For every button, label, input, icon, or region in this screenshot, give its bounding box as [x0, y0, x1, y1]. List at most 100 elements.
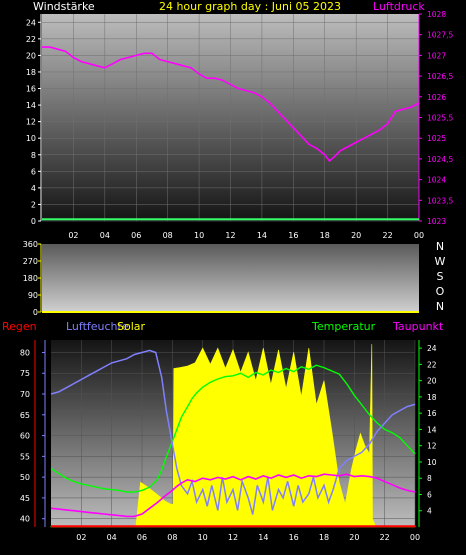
- pressure-line: [42, 46, 420, 163]
- wind-tick-label: 12: [26, 118, 36, 127]
- wind-tick-label: 6: [31, 167, 36, 176]
- direction-tick-label: 180: [23, 274, 38, 283]
- humidity-axis-ticks: 40 45 50 55 60 65 70 75 80: [20, 348, 45, 524]
- climate-time-axis-ticks: 02 04 06 08 10 12 14 16 18 20 22 00: [76, 533, 420, 542]
- solar-area: [50, 344, 416, 528]
- direction-axis-ticks: 0 90 180 270 360: [23, 240, 41, 317]
- temperature-tick-label: 18: [427, 393, 437, 402]
- time-tick-label: 16: [289, 533, 299, 542]
- humidity-tick-label: 60: [20, 432, 30, 441]
- humidity-tick-label: 40: [20, 515, 30, 524]
- wind-tick-label: 0: [31, 217, 36, 226]
- time-tick-label: 20: [349, 533, 359, 542]
- panel-wind-direction-bg: [42, 244, 419, 312]
- time-tick-label: 00: [414, 231, 424, 240]
- pressure-tick-label: 1025,5: [427, 114, 453, 123]
- time-tick-label: 02: [76, 533, 86, 542]
- wind-tick-label: 14: [26, 101, 36, 110]
- temperature-tick-label: 16: [427, 409, 437, 418]
- legend-rain: Regen: [2, 320, 37, 333]
- direction-tick-label: 270: [23, 257, 38, 266]
- humidity-tick-label: 65: [20, 411, 30, 420]
- wind-tick-label: 24: [26, 18, 36, 27]
- legend-solar: Solar: [117, 320, 146, 333]
- humidity-tick-label: 80: [20, 348, 30, 357]
- time-tick-label: 08: [163, 231, 173, 240]
- time-tick-label: 14: [258, 533, 268, 542]
- time-tick-label: 12: [225, 231, 235, 240]
- time-tick-label: 06: [131, 231, 141, 240]
- pressure-tick-label: 1023,5: [427, 196, 453, 205]
- wind-tick-label: 4: [31, 184, 36, 193]
- temperature-tick-label: 6: [427, 490, 432, 499]
- panel-wind-pressure-grid: [42, 14, 420, 222]
- time-tick-label: 06: [137, 533, 147, 542]
- pressure-tick-label: 1024,5: [427, 155, 453, 164]
- wind-axis-header: Windstärke: [33, 0, 95, 13]
- compass-label: N: [436, 240, 444, 253]
- compass-label: N: [436, 300, 444, 313]
- chart-title: 24 hour graph day : Juni 05 2023: [159, 0, 341, 13]
- pressure-tick-label: 1028: [427, 10, 446, 19]
- wind-tick-label: 8: [31, 151, 36, 160]
- time-tick-label: 20: [351, 231, 361, 240]
- pressure-axis-header: Luftdruck: [373, 0, 425, 13]
- time-tick-label: 18: [320, 231, 330, 240]
- pressure-tick-label: 1027: [427, 51, 446, 60]
- humidity-tick-label: 55: [20, 452, 30, 461]
- pressure-tick-label: 1024: [427, 176, 446, 185]
- compass-label: O: [436, 285, 445, 298]
- time-tick-label: 10: [198, 533, 208, 542]
- pressure-tick-label: 1026,5: [427, 72, 453, 81]
- legend-dewpoint: Taupunkt: [392, 320, 444, 333]
- time-tick-label: 14: [257, 231, 267, 240]
- temperature-tick-label: 14: [427, 425, 437, 434]
- temperature-tick-label: 8: [427, 474, 432, 483]
- dewpoint-line: [50, 473, 416, 518]
- direction-tick-label: 360: [23, 240, 38, 249]
- time-tick-label: 08: [167, 533, 177, 542]
- pressure-axis-ticks: 1023 1023,5 1024 1024,5 1025 1025,5 1026 1026,5…: [419, 10, 453, 226]
- temperature-tick-label: 24: [427, 344, 437, 353]
- temperature-tick-label: 22: [427, 360, 437, 369]
- temperature-tick-label: 10: [427, 458, 437, 467]
- temperature-tick-label: 4: [427, 507, 432, 516]
- humidity-tick-label: 50: [20, 473, 30, 482]
- legend-humidity: Luftfeuchte: [66, 320, 129, 333]
- time-tick-label: 22: [382, 231, 392, 240]
- temperature-line: [50, 364, 416, 493]
- humidity-tick-label: 45: [20, 494, 30, 503]
- wind-tick-label: 22: [26, 35, 36, 44]
- temperature-tick-label: 12: [427, 442, 437, 451]
- time-tick-label: 00: [410, 533, 420, 542]
- compass-label: S: [437, 270, 444, 283]
- compass-label: W: [435, 255, 446, 268]
- wind-tick-label: 18: [26, 68, 36, 77]
- wind-tick-label: 10: [26, 134, 36, 143]
- temperature-tick-label: 20: [427, 377, 437, 386]
- time-tick-label: 18: [319, 533, 329, 542]
- humidity-tick-label: 70: [20, 390, 30, 399]
- pressure-tick-label: 1023: [427, 217, 446, 226]
- pressure-tick-label: 1025: [427, 134, 446, 143]
- temperature-axis-ticks: 4 6 8 10 12 14 16 18 20 22 24: [419, 344, 437, 516]
- humidity-line: [50, 349, 416, 515]
- time-axis-ticks: 02 04 06 08 10 12 14 16 18 20 22 00: [68, 231, 424, 240]
- legend-temperature: Temperatur: [311, 320, 376, 333]
- time-tick-label: 22: [380, 533, 390, 542]
- time-tick-label: 04: [100, 231, 110, 240]
- time-tick-label: 16: [288, 231, 298, 240]
- panel-wind-pressure: 02 4 6 8 10 12 14 16 18 20 22 24 1023 1023,5 1024 1024…: [26, 10, 454, 240]
- time-tick-label: 12: [228, 533, 238, 542]
- time-tick-label: 10: [194, 231, 204, 240]
- pressure-tick-label: 1027,5: [427, 31, 453, 40]
- time-tick-label: 02: [68, 231, 78, 240]
- pressure-tick-label: 1026: [427, 93, 446, 102]
- wind-tick-label: 16: [26, 85, 36, 94]
- wind-tick-label: 20: [26, 51, 36, 60]
- panel-climate: 40 45 50 55 60 65 70 75 80 4 6 8 10 12 14 16 18 20 22 24 0…: [20, 340, 437, 542]
